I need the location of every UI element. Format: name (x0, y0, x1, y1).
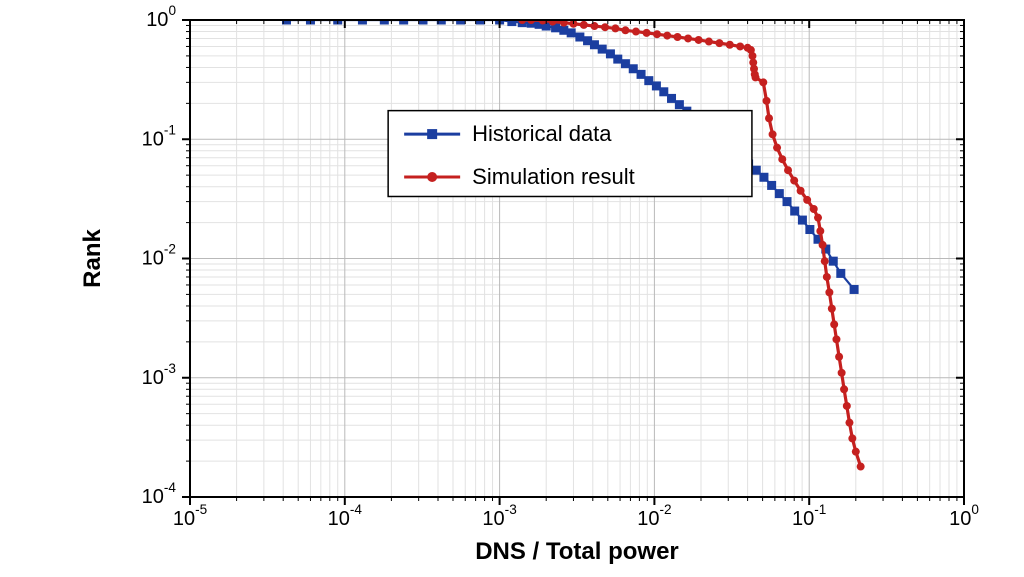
data-marker (752, 73, 760, 81)
data-marker (798, 216, 807, 225)
data-marker (667, 94, 676, 103)
data-marker (765, 114, 773, 122)
data-marker (673, 33, 681, 41)
data-marker (838, 369, 846, 377)
data-marker (759, 78, 767, 86)
data-marker (805, 225, 814, 234)
data-marker (611, 24, 619, 32)
data-marker (632, 28, 640, 36)
data-marker (857, 463, 865, 471)
data-marker (819, 241, 827, 249)
data-marker (684, 34, 692, 42)
chart-svg: 10-510-410-310-210-110010-410-310-210-11… (0, 0, 1024, 577)
data-marker (830, 320, 838, 328)
data-marker (790, 207, 799, 216)
data-marker (637, 70, 646, 79)
data-marker (778, 155, 786, 163)
data-marker (621, 26, 629, 34)
data-marker (767, 181, 776, 190)
data-marker (814, 214, 822, 222)
data-marker (828, 305, 836, 313)
data-marker (598, 45, 607, 54)
legend-label: Historical data (472, 121, 612, 146)
data-marker (621, 59, 630, 68)
data-marker (601, 23, 609, 31)
data-marker (816, 227, 824, 235)
data-marker (663, 32, 671, 40)
data-marker (752, 166, 761, 175)
data-marker (829, 257, 838, 266)
data-marker (613, 55, 622, 64)
data-marker (835, 353, 843, 361)
data-marker (848, 434, 856, 442)
data-marker (759, 173, 768, 182)
data-marker (845, 419, 853, 427)
data-marker (769, 130, 777, 138)
data-marker (575, 33, 584, 42)
data-marker (832, 335, 840, 343)
data-marker (784, 166, 792, 174)
data-marker (715, 39, 723, 47)
data-marker (850, 285, 859, 294)
data-marker (567, 28, 576, 37)
legend-marker (427, 172, 437, 182)
data-marker (840, 385, 848, 393)
data-marker (836, 269, 845, 278)
data-marker (825, 288, 833, 296)
legend-label: Simulation result (472, 164, 635, 189)
data-marker (705, 38, 713, 46)
data-marker (659, 87, 668, 96)
data-marker (775, 189, 784, 198)
data-marker (590, 40, 599, 49)
data-marker (823, 273, 831, 281)
data-marker (821, 257, 829, 265)
data-marker (843, 402, 851, 410)
data-marker (653, 30, 661, 38)
data-marker (763, 97, 771, 105)
data-marker (810, 205, 818, 213)
data-marker (590, 22, 598, 30)
x-axis-label: DNS / Total power (475, 538, 679, 565)
data-marker (736, 42, 744, 50)
data-marker (783, 197, 792, 206)
data-marker (790, 177, 798, 185)
data-marker (695, 36, 703, 44)
legend: Historical data Simulation result (388, 111, 752, 197)
data-marker (580, 21, 588, 29)
data-marker (803, 196, 811, 204)
data-marker (629, 64, 638, 73)
data-marker (852, 448, 860, 456)
data-marker (797, 187, 805, 195)
legend-marker (427, 129, 437, 139)
data-marker (643, 29, 651, 37)
data-marker (773, 144, 781, 152)
y-axis-label: Rank (79, 229, 106, 288)
data-marker (726, 41, 734, 49)
chart-container: 10-510-410-310-210-110010-410-310-210-11… (0, 0, 1024, 577)
